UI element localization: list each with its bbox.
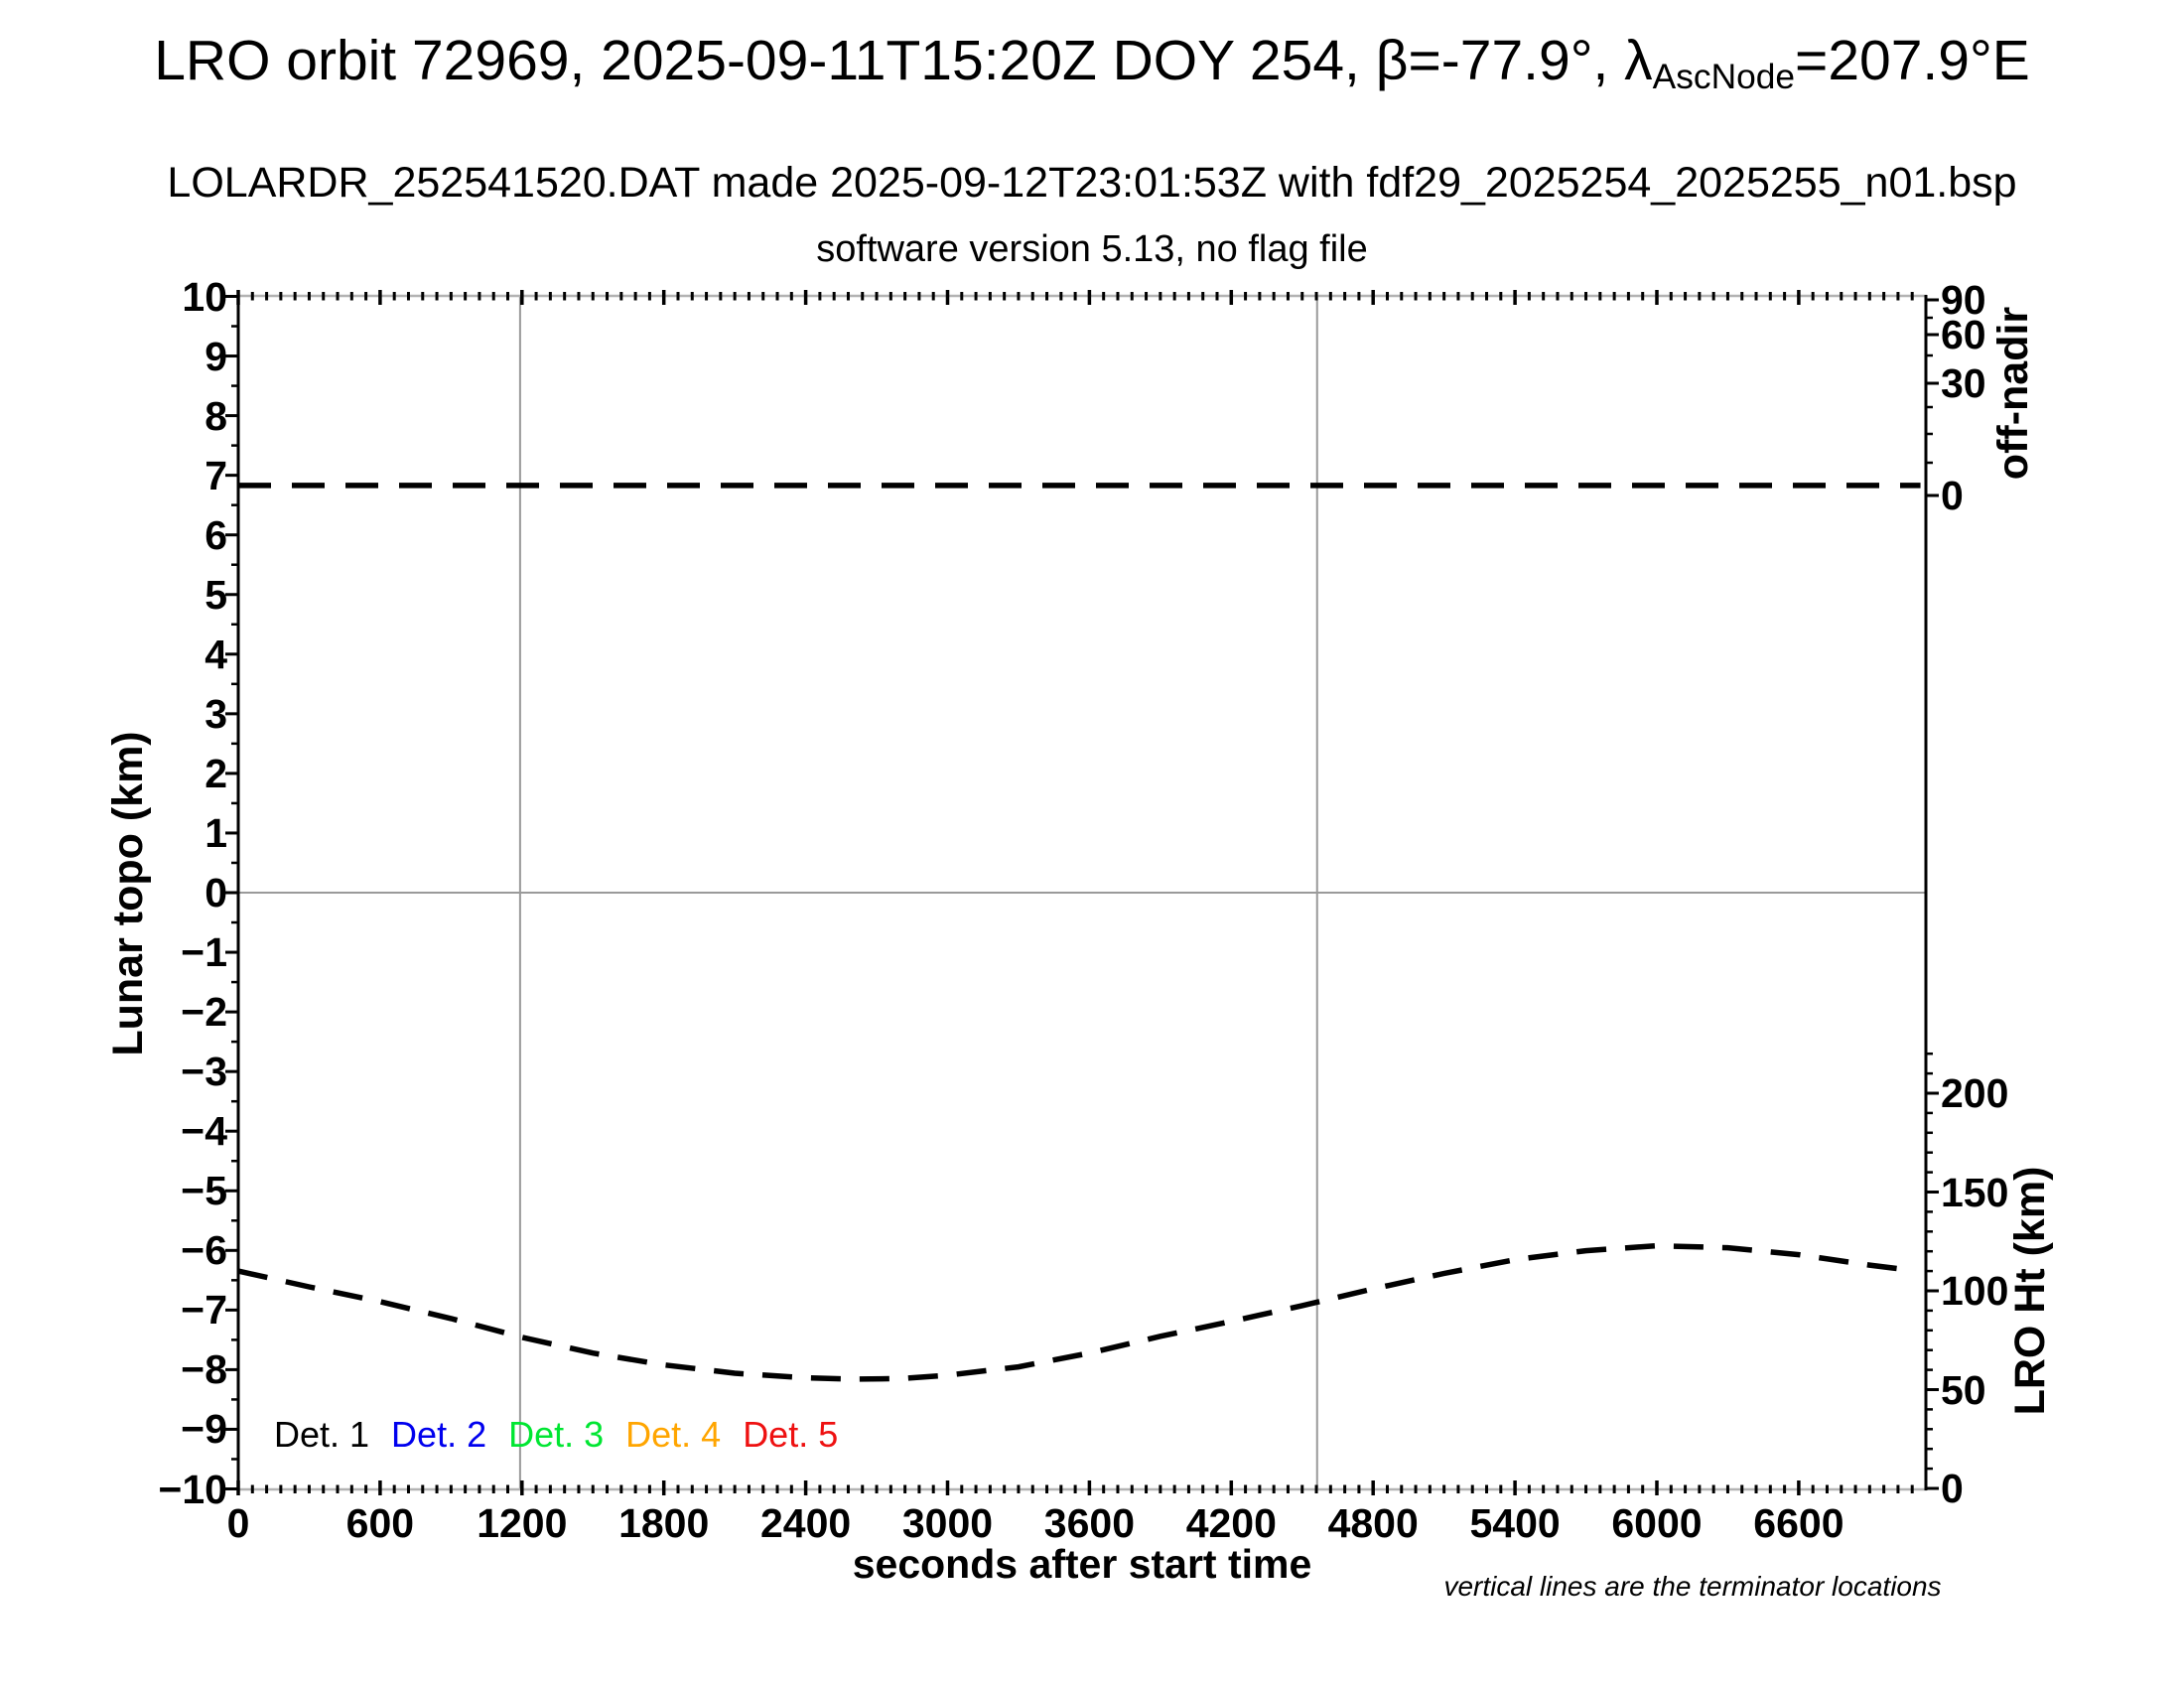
left-axis-tick-label: 9 [205,333,227,379]
title-subscript: AscNode [1652,57,1796,96]
terminator-footnote: vertical lines are the terminator locati… [1443,1571,1942,1602]
right-top-axis-title: off-nadir [1989,306,2037,481]
lro-ht-tick-label: 0 [1941,1466,1964,1511]
left-axis-tick-label: 8 [205,392,227,439]
legend-item: Det. 4 [625,1414,722,1455]
lro-ht-tick-label: 150 [1941,1169,2009,1215]
right-bottom-axis-title: LRO Ht (km) [2006,1166,2054,1416]
left-axis-tick-label: 7 [205,452,227,498]
lro-ht-tick-label: 100 [1941,1268,2009,1314]
x-axis-tick-label: 3600 [1043,1500,1135,1546]
left-axis-tick-label: 2 [205,750,227,796]
title-prefix: LRO orbit 72969, 2025-09-11T15:20Z DOY 2… [154,29,1653,92]
lro-height-series-curve [237,1242,1913,1382]
x-axis-tick-label: 5400 [1469,1500,1561,1546]
left-axis-tick-label: −7 [181,1287,227,1334]
left-axis-tick-label: 5 [205,571,227,618]
left-axis-tick-label: 3 [205,690,227,737]
offnadir-tick-label: 30 [1941,360,1986,406]
x-axis-tick-label: 4200 [1185,1500,1277,1546]
title-suffix: =207.9°E [1795,29,2030,92]
x-axis-tick-label: 600 [345,1500,415,1546]
legend-item: Det. 2 [391,1414,487,1455]
detector-legend: Det. 1 Det. 2 Det. 3 Det. 4 Det. 5 [274,1414,860,1456]
lro-ht-tick-label: 200 [1941,1070,2009,1116]
legend-item: Det. 5 [743,1414,839,1455]
left-axis-tick-label: 1 [205,809,227,856]
legend-item: Det. 1 [274,1414,370,1455]
left-axis-tick-label: −3 [181,1049,227,1095]
page-title: LRO orbit 72969, 2025-09-11T15:20Z DOY 2… [0,28,2184,97]
x-axis-tick-label: 4800 [1327,1500,1419,1546]
lro-ht-tick-label: 50 [1941,1366,1986,1413]
x-axis-tick-label: 2400 [759,1500,852,1546]
left-axis-tick-label: −1 [181,929,227,976]
left-axis-tick-label: −2 [181,989,227,1036]
left-axis-tick-label: 0 [205,870,227,915]
x-axis-tick-label: 1800 [618,1500,710,1546]
subtitle-version-line: software version 5.13, no flag file [816,228,1368,270]
x-axis-tick-label: 1200 [477,1500,568,1546]
x-axis-tick-label: 3000 [901,1500,994,1546]
subtitle-file-line: LOLARDR_252541520.DAT made 2025-09-12T23… [167,159,2017,207]
x-axis-tick-label: 6600 [1753,1500,1844,1546]
left-axis-tick-label: 4 [205,631,227,677]
left-axis-tick-label: −8 [181,1346,227,1393]
x-axis-tick-label: 0 [226,1500,250,1546]
x-axis-title: seconds after start time [852,1541,1312,1587]
left-axis-tick-label: −9 [181,1406,227,1453]
left-axis-tick-label: −6 [181,1227,227,1274]
offnadir-tick-label: 0 [1941,473,1964,518]
offnadir-tick-label: 90 [1941,277,1986,323]
left-axis-tick-label: −5 [181,1168,227,1214]
left-axis-tick-label: 10 [182,273,227,320]
left-axis-tick-label: 6 [205,511,227,558]
x-axis-tick-label: 6000 [1611,1500,1703,1546]
left-axis-title: Lunar topo (km) [104,731,152,1056]
offnadir-tick-label: 60 [1941,312,1986,357]
left-axis-tick-label: −10 [158,1466,227,1512]
left-axis-tick-label: −4 [181,1108,227,1155]
legend-item: Det. 3 [508,1414,605,1455]
